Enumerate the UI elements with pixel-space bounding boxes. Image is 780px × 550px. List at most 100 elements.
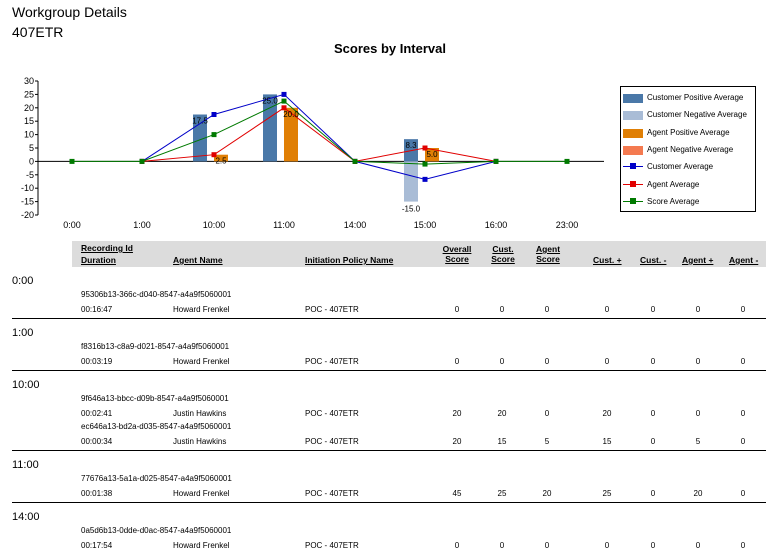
score-cell-agent-score: 0 [544,541,550,550]
y-tick-label: -15 [21,197,34,207]
header-cust-line1: Cust. [492,244,514,254]
interval-group-label: 1:00 [12,327,34,339]
header-cust-score[interactable]: Cust. Score [484,244,522,264]
duration-cell: 00:16:47 [81,305,113,314]
header-agent-minus[interactable]: Agent - [729,255,759,265]
score-cell-cust-plus: 0 [604,541,610,550]
header-cust-line2: Score [491,254,515,264]
agent-name-cell: Justin Hawkins [173,437,227,446]
duration-cell: 00:02:41 [81,409,113,418]
x-tick-label: 14:00 [344,220,367,230]
point-customer-average [281,91,287,97]
header-cust-minus[interactable]: Cust. - [640,255,667,265]
header-overall-score[interactable]: Overall Score [438,244,476,264]
interval-group-label: 0:00 [12,275,34,287]
data-label: -15.0 [402,205,421,214]
score-cell-cust-minus: 0 [650,541,656,550]
y-tick-label: 25 [24,89,34,99]
score-cell-agent-plus: 0 [695,305,701,314]
policy-name-cell: POC - 407ETR [305,437,359,446]
policy-name-cell: POC - 407ETR [305,305,359,314]
header-agent-name[interactable]: Agent Name [173,255,223,265]
score-cell-cust: 25 [497,489,507,498]
recording-id: 77676a13-5a1a-d025-8547-a4a9f5060001 [81,474,232,483]
y-tick-label: 0 [29,156,34,166]
score-cell-agent-minus: 0 [740,409,746,418]
header-cust-plus[interactable]: Cust. + [593,255,622,265]
point-score-average [352,158,358,164]
recording-id: ec646a13-bd2a-d035-8547-a4a9f5060001 [81,422,232,431]
score-cell-overall: 0 [454,357,460,366]
point-score-average [69,158,75,164]
legend-swatch [623,94,643,103]
point-score-average [211,132,217,138]
score-cell-overall: 0 [454,541,460,550]
agent-name-cell: Justin Hawkins [173,409,227,418]
legend-swatch [623,111,643,121]
header-policy-name[interactable]: Initiation Policy Name [305,255,394,265]
interval-group-label: 14:00 [12,511,40,523]
data-label: 25.0 [262,96,278,105]
duration-cell: 00:03:19 [81,357,113,366]
point-customer-average [422,176,428,182]
header-agent-score[interactable]: Agent Score [529,244,567,264]
report-title: Workgroup Details [12,4,127,20]
policy-name-cell: POC - 407ETR [305,409,359,418]
legend-label: Customer Negative Average [647,110,747,120]
data-label: 5.0 [426,150,438,159]
y-tick-label: -10 [21,183,34,193]
header-recording-id[interactable]: Recording Id [81,243,133,253]
agent-name-cell: Howard Frenkel [173,357,230,366]
score-cell-cust: 0 [499,541,505,550]
score-cell-cust-plus: 15 [602,437,612,446]
score-cell-cust-minus: 0 [650,409,656,418]
x-tick-label: 16:00 [485,220,508,230]
data-label: 20.0 [283,110,299,119]
legend-marker [630,180,636,187]
x-tick-label: 0:00 [63,220,81,230]
y-tick-label: 5 [29,143,34,153]
group-separator [12,370,766,371]
y-tick-label: -5 [26,170,34,180]
bar-agent-positive-average [425,148,439,162]
bar-customer-negative-average [404,161,418,202]
agent-name-cell: Howard Frenkel [173,541,230,550]
score-cell-cust-minus: 0 [650,437,656,446]
group-separator [12,450,766,451]
score-cell-overall: 0 [454,305,460,314]
legend-label: Agent Negative Average [647,144,734,154]
bar-agent-positive-average [284,107,298,162]
chart-legend: Customer Positive Average Customer Negati… [620,86,756,212]
score-cell-overall: 45 [452,489,462,498]
interval-group-label: 11:00 [12,459,39,471]
header-agent-plus[interactable]: Agent + [682,255,714,265]
score-cell-agent-minus: 0 [740,541,746,550]
score-cell-overall: 20 [452,409,462,418]
y-tick-label: 10 [24,130,34,140]
score-cell-agent-minus: 0 [740,357,746,366]
score-cell-agent-plus: 0 [695,357,701,366]
point-agent-average [211,152,217,158]
score-cell-cust-minus: 0 [650,357,656,366]
header-agent-line2: Score [536,254,560,264]
score-cell-cust: 0 [499,305,505,314]
duration-cell: 00:01:38 [81,489,113,498]
line-score-average [72,100,567,165]
legend-label: Customer Average [647,162,714,172]
y-tick-label: -20 [21,210,34,220]
score-cell-overall: 20 [452,437,462,446]
point-customer-average [211,112,217,117]
legend-swatch [623,128,643,138]
header-duration[interactable]: Duration [81,255,116,265]
legend-label: Agent Average [647,179,700,189]
score-cell-agent-score: 0 [544,305,550,314]
scores-chart: 30 25 20 15 10 5 0 -5 -10 -15 -20 0:00 1:00 10:00 11:0… [21,76,604,230]
score-cell-agent-plus: 0 [695,541,701,550]
data-label: 2.5 [215,157,227,166]
y-tick-label: 15 [24,116,34,126]
legend-marker [630,197,636,204]
group-separator [12,502,766,503]
table-header-band [72,241,766,267]
score-cell-cust-minus: 0 [650,305,656,314]
data-label: 17.5 [192,117,208,126]
